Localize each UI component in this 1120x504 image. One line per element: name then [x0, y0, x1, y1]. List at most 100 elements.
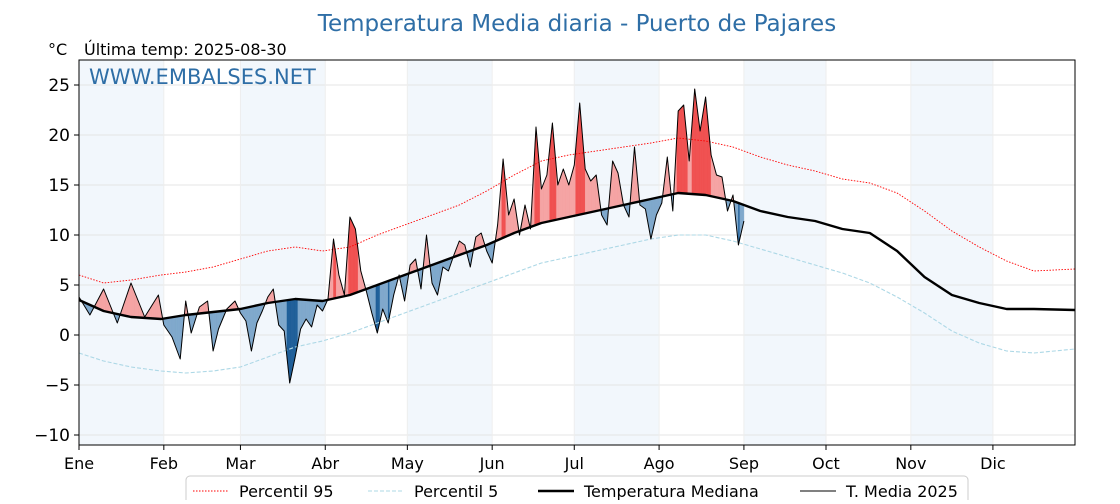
fill-above-median	[351, 219, 353, 295]
fill-above-median	[204, 301, 207, 314]
fill-above-median	[559, 176, 561, 220]
x-tick-label: Abr	[311, 454, 339, 473]
fill-below-median	[301, 299, 304, 327]
fill-above-median	[155, 296, 158, 319]
unit-label: °C	[48, 40, 67, 59]
fill-above-median	[476, 234, 479, 249]
fill-above-median	[460, 241, 463, 255]
month-bands	[79, 60, 993, 445]
legend-label: T. Media 2025	[845, 482, 958, 500]
fill-above-median	[459, 240, 461, 256]
fill-above-median	[590, 178, 593, 213]
fill-above-median	[616, 169, 619, 207]
fill-above-median	[102, 288, 104, 312]
fill-above-median	[512, 198, 515, 234]
fill-below-median	[175, 316, 178, 352]
fill-above-median	[563, 168, 565, 219]
fill-above-median	[130, 282, 133, 318]
fill-above-median	[565, 176, 568, 218]
fill-above-median	[479, 232, 482, 248]
fill-above-median	[694, 88, 697, 195]
fill-above-median	[129, 282, 132, 318]
fill-below-median	[446, 258, 449, 272]
fill-above-median	[571, 169, 574, 217]
x-tick-label: Sep	[729, 454, 759, 473]
last-temp-label: Última temp: 2025-08-30	[84, 40, 287, 59]
x-axis: Ene Feb Mar Abr May Jun Jul Ago Sep Oct Nov Dic	[64, 445, 1006, 473]
fill-above-median	[353, 225, 356, 294]
fill-above-median	[585, 168, 587, 214]
month-band	[240, 60, 326, 445]
fill-above-median	[561, 168, 564, 219]
legend: Percentil 95 Percentil 5 Temperatura Media…	[185, 475, 969, 504]
legend-label: Percentil 5	[414, 482, 498, 500]
month-band	[407, 60, 493, 445]
x-tick-label: Feb	[150, 454, 178, 473]
line-percentil-95	[78, 137, 1076, 284]
fill-above-median	[154, 298, 156, 319]
y-tick-label: 25	[48, 76, 70, 96]
line-t-media-2025	[78, 88, 745, 384]
month-band	[743, 60, 826, 445]
fill-below-median	[383, 281, 386, 317]
fill-above-median	[203, 302, 206, 314]
fill-below-median	[174, 316, 177, 349]
y-tick-label: 15	[48, 176, 70, 196]
x-tick-label: Dic	[980, 454, 1006, 473]
fill-above-median	[541, 185, 543, 224]
fill-above-median	[720, 176, 723, 199]
fill-below-median	[310, 299, 312, 328]
fill-above-median	[587, 174, 590, 214]
y-tick-label: 5	[59, 276, 70, 296]
x-tick-label: Ago	[644, 454, 675, 473]
fill-above-median	[695, 99, 698, 195]
line-percentil-5	[78, 234, 1076, 374]
fill-below-median	[375, 284, 378, 334]
fill-below-median	[386, 280, 389, 324]
legend-label: Temperatura Mediana	[583, 482, 759, 500]
fill-below-median	[374, 285, 377, 329]
fill-above-median	[591, 177, 594, 213]
fill-above-median	[680, 105, 683, 194]
fill-above-median	[593, 175, 595, 212]
fill-above-median	[615, 166, 617, 208]
fill-below-median	[292, 298, 294, 371]
fill-below-median	[294, 298, 297, 358]
fill-below-median	[177, 315, 180, 356]
y-tick-label: 10	[48, 226, 70, 246]
fill-above-median	[352, 222, 355, 295]
fill-above-median	[613, 163, 616, 208]
x-tick-label: Mar	[225, 454, 256, 473]
fill-below-median	[278, 300, 281, 328]
fill-below-median	[281, 300, 284, 331]
watermark: WWW.EMBALSES.NET	[89, 65, 316, 89]
chart-title: Temperatura Media diaria - Puerto de Paj…	[317, 11, 836, 37]
fill-above-median	[698, 120, 701, 195]
fill-above-median	[569, 174, 572, 217]
fill-below-median	[282, 300, 285, 332]
y-axis: −10 −5 0 5 10 15 20 25	[34, 76, 79, 446]
fill-above-median	[679, 107, 682, 194]
y-tick-label: 0	[59, 326, 70, 346]
fill-above-median	[716, 174, 719, 198]
x-tick-label: Jun	[479, 454, 505, 473]
month-band	[910, 60, 993, 445]
plot-frame	[78, 59, 1076, 446]
fill-above-median	[717, 175, 720, 199]
fill-below-median	[279, 300, 282, 329]
fill-below-median	[307, 299, 310, 324]
fill-below-median	[304, 299, 307, 322]
fill-below-median	[303, 299, 305, 325]
fill-below-median	[308, 299, 311, 326]
fill-above-median	[678, 108, 680, 194]
x-tick-label: Ene	[64, 454, 94, 473]
fill-above-median	[594, 174, 597, 212]
fill-above-median	[545, 174, 548, 223]
fill-above-median	[564, 172, 567, 219]
fill-above-median	[702, 105, 705, 196]
fill-below-median	[289, 299, 292, 384]
month-band	[79, 60, 164, 445]
legend-box	[185, 475, 969, 504]
